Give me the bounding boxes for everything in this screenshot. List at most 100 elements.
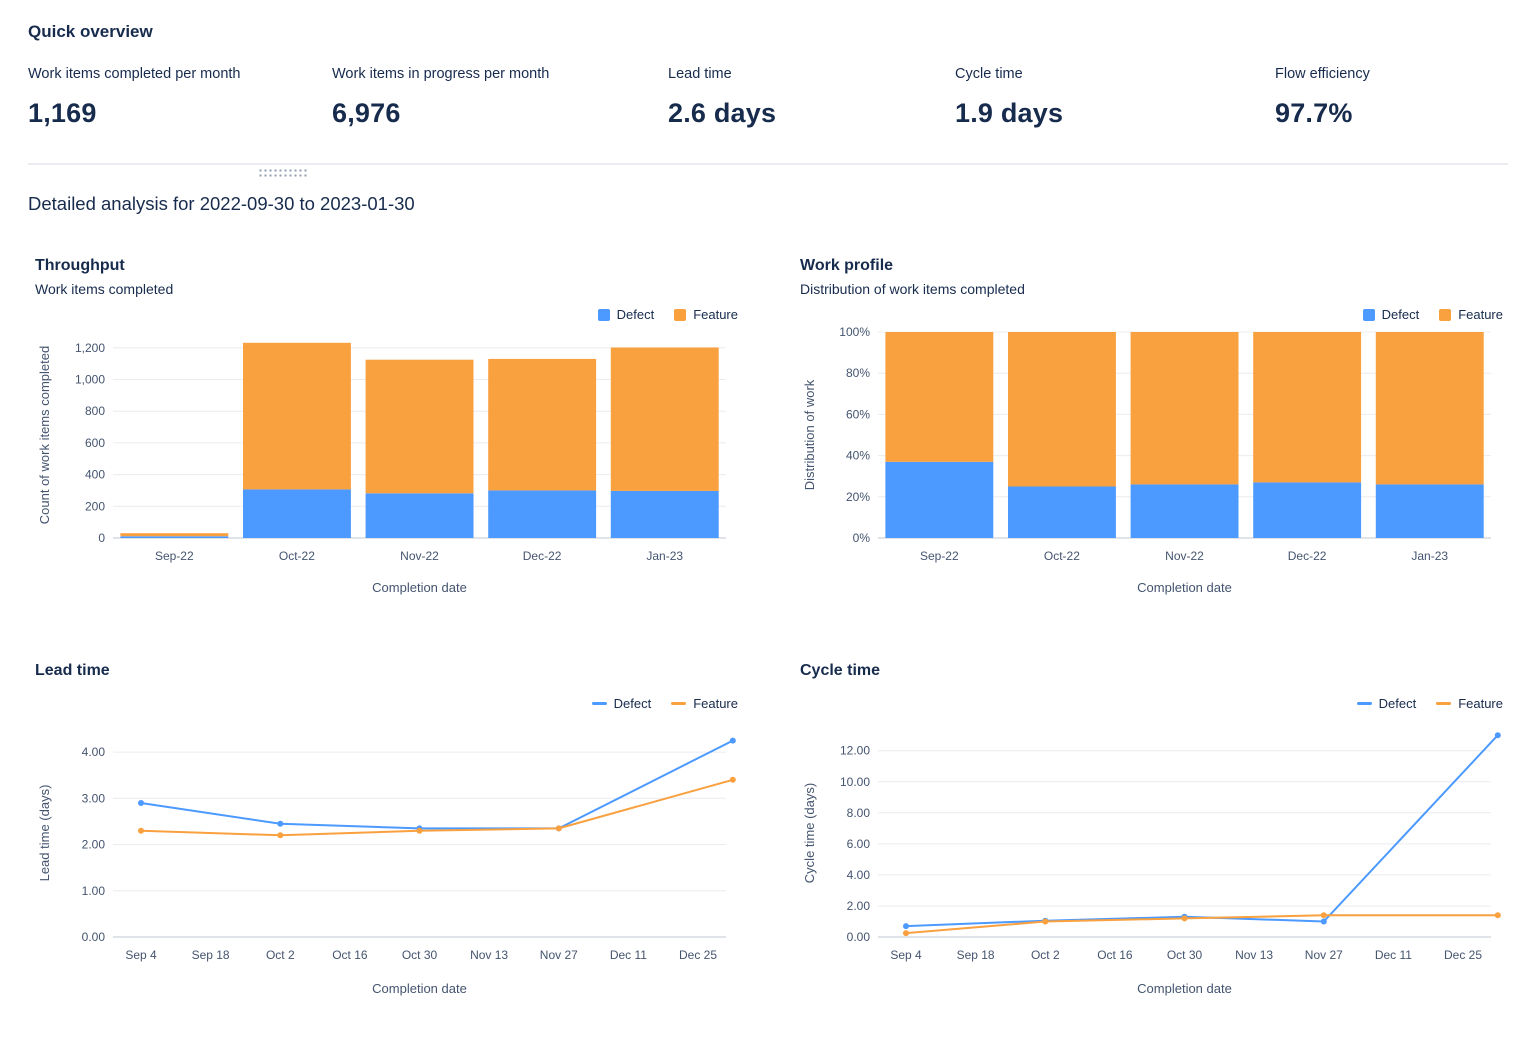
svg-text:12.00: 12.00 [840,744,870,758]
legend-label: Feature [1458,696,1503,711]
legend: Defect Feature [800,307,1503,322]
throughput-chart: 0 200 400 600 800 1,000 1,200 Sep-22 Oct-22 Nov-2… [37,341,726,595]
legend-item-feature[interactable]: Feature [674,307,738,322]
svg-text:600: 600 [85,436,105,450]
svg-text:Nov 13: Nov 13 [470,948,508,962]
svg-text:0: 0 [98,531,105,545]
legend-label: Feature [693,307,738,322]
svg-text:Sep 18: Sep 18 [192,948,230,962]
svg-text:2.00: 2.00 [82,838,106,852]
svg-text:Sep 4: Sep 4 [890,948,922,962]
work-profile-chart-card: Work profile Distribution of work items … [800,257,1505,598]
svg-text:Oct 16: Oct 16 [1097,948,1133,962]
kpi-cycle-time: Cycle time 1.9 days [955,66,1275,129]
legend-label: Defect [1378,696,1417,711]
feature-color-swatch [1439,308,1452,321]
svg-text:Oct-22: Oct-22 [1044,549,1080,563]
svg-text:10.00: 10.00 [840,775,870,789]
svg-text:Completion date: Completion date [1137,981,1232,996]
svg-text:Dec 11: Dec 11 [610,948,647,962]
svg-text:3.00: 3.00 [82,791,106,805]
svg-text:Oct 16: Oct 16 [332,948,368,962]
svg-text:Nov 27: Nov 27 [540,948,578,962]
svg-text:Completion date: Completion date [372,580,467,595]
lead-time-chart-card: Lead time Defect Feature 0.00 1.00 2.00 3.0… [35,662,740,999]
legend-label: Feature [1458,307,1503,322]
kpi-lead-time: Lead time 2.6 days [668,66,955,129]
legend: Defect Feature [35,307,738,322]
cycle-time-chart-card: Cycle time Defect Feature 0.00 2.00 4.00 6.… [800,662,1505,999]
kpi-value: 1.9 days [955,98,1064,128]
svg-text:Oct-22: Oct-22 [279,549,315,563]
legend-label: Feature [693,696,738,711]
svg-text:Dec-22: Dec-22 [1288,549,1327,563]
svg-text:Dec 25: Dec 25 [679,948,717,962]
kpi-label: Flow efficiency [1275,66,1370,82]
kpi-label: Cycle time [955,66,1023,82]
svg-text:Sep 4: Sep 4 [125,948,157,962]
throughput-chart-card: Throughput Work items completed Defect F… [35,257,740,598]
svg-text:1.00: 1.00 [82,884,106,898]
svg-text:Nov-22: Nov-22 [1165,549,1204,563]
feature-color-swatch [674,308,687,321]
feature-line-swatch [1436,702,1452,705]
chart-title: Work profile [800,257,894,274]
section-divider [28,163,1508,179]
svg-text:80%: 80% [846,366,870,380]
svg-text:0%: 0% [853,531,871,545]
legend-item-defect[interactable]: Defect [591,696,652,711]
svg-text:1,000: 1,000 [75,373,105,387]
legend: Defect Feature [800,696,1503,711]
kpi-completed-per-month: Work items completed per month 1,169 [28,66,332,129]
svg-text:2.00: 2.00 [847,899,871,913]
detail-heading: Detailed analysis for 2022-09-30 to 2023… [28,193,415,214]
svg-text:Jan-23: Jan-23 [646,549,683,563]
svg-text:Count of work items completed: Count of work items completed [37,346,52,524]
chart-title: Throughput [35,257,125,274]
flow-metrics-dashboard: Quick overview Work items completed per … [28,22,1508,999]
svg-text:800: 800 [85,404,105,418]
kpi-value: 97.7% [1275,98,1353,128]
defect-color-swatch [1362,308,1375,321]
legend-item-feature[interactable]: Feature [1436,696,1503,711]
legend-label: Defect [1381,307,1420,322]
svg-text:Distribution of work: Distribution of work [802,379,817,490]
legend-item-feature[interactable]: Feature [671,696,738,711]
charts-grid: Throughput Work items completed Defect F… [35,257,1508,999]
kpi-label: Lead time [668,66,732,82]
legend-item-feature[interactable]: Feature [1439,307,1503,322]
svg-text:Oct 2: Oct 2 [1031,948,1060,962]
chart-subtitle: Work items completed [35,281,174,297]
svg-text:Sep 18: Sep 18 [957,948,995,962]
resize-handle[interactable] [258,168,308,179]
svg-text:Sep-22: Sep-22 [920,549,959,563]
cycle-time-chart: 0.00 2.00 4.00 6.00 8.00 10.00 12.00 Sep 4 Sep 1… [802,732,1501,996]
svg-text:Nov 13: Nov 13 [1235,948,1273,962]
svg-text:Cycle time (days): Cycle time (days) [802,783,817,883]
kpi-flow-efficiency: Flow efficiency 97.7% [1275,66,1508,129]
svg-text:Dec 25: Dec 25 [1444,948,1482,962]
svg-text:Completion date: Completion date [372,981,467,996]
legend: Defect Feature [35,696,738,711]
svg-text:Jan-23: Jan-23 [1411,549,1448,563]
chart-title: Cycle time [800,662,881,679]
kpi-value: 6,976 [332,98,401,128]
kpi-label: Work items in progress per month [332,66,550,82]
svg-text:0.00: 0.00 [847,930,871,944]
legend-label: Defect [613,696,652,711]
kpi-value: 1,169 [28,98,97,128]
svg-text:0.00: 0.00 [82,930,106,944]
svg-text:4.00: 4.00 [847,868,871,882]
legend-item-defect[interactable]: Defect [1356,696,1417,711]
svg-text:Oct 30: Oct 30 [1167,948,1203,962]
svg-text:6.00: 6.00 [847,837,871,851]
legend-item-defect[interactable]: Defect [597,307,655,322]
svg-text:Oct 2: Oct 2 [266,948,295,962]
work-profile-chart: 0% 20% 40% 60% 80% 100% Sep-22 Oct-22 Nov-22 Dec-… [802,326,1491,595]
svg-text:Dec-22: Dec-22 [523,549,562,563]
legend-item-defect[interactable]: Defect [1362,307,1420,322]
svg-text:20%: 20% [846,490,870,504]
svg-text:1,200: 1,200 [75,341,105,355]
kpi-row: Work items completed per month 1,169 Wor… [28,66,1508,129]
legend-label: Defect [616,307,655,322]
